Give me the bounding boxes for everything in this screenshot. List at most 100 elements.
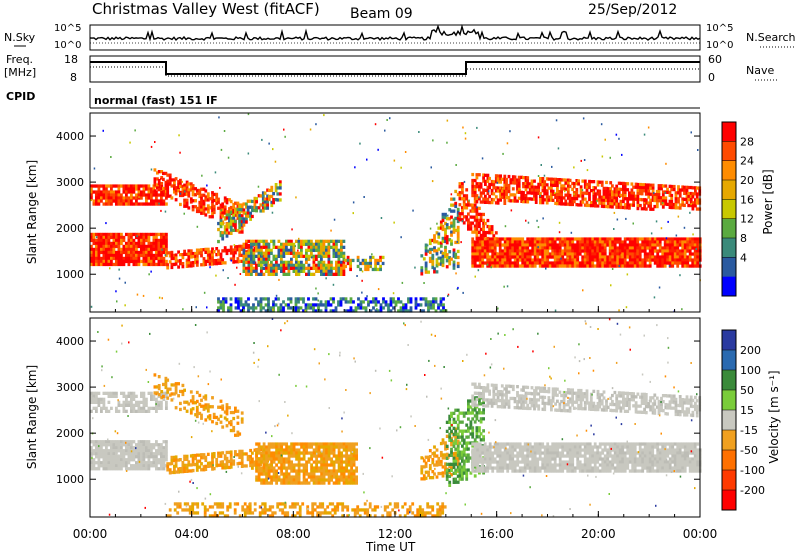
heatmap-cell bbox=[550, 198, 553, 202]
heatmap-cell bbox=[277, 239, 281, 243]
heatmap-cell bbox=[320, 257, 323, 261]
heatmap-cell bbox=[394, 300, 398, 304]
heatmap-cell bbox=[310, 272, 313, 276]
heatmap-cell bbox=[685, 191, 689, 195]
heatmap-cell bbox=[490, 179, 494, 184]
heatmap-cell bbox=[611, 184, 614, 188]
heatmap-cell bbox=[528, 252, 532, 256]
heatmap-cell bbox=[503, 198, 507, 202]
heatmap-cell bbox=[643, 246, 647, 250]
heatmap-cell bbox=[632, 185, 635, 189]
heatmap-cell bbox=[628, 197, 631, 201]
heatmap-cell bbox=[110, 440, 113, 444]
heatmap-cell bbox=[625, 217, 627, 220]
heatmap-cell bbox=[335, 266, 338, 270]
heatmap-cell bbox=[435, 264, 439, 268]
cpid-value: normal (fast) 151 IF bbox=[94, 94, 218, 107]
heatmap-cell bbox=[100, 238, 103, 243]
heatmap-cell bbox=[305, 463, 308, 467]
heatmap-cell bbox=[566, 237, 570, 241]
heatmap-cell bbox=[279, 303, 283, 307]
heatmap-cell bbox=[275, 294, 278, 297]
heatmap-cell bbox=[272, 303, 275, 307]
heatmap-cell bbox=[242, 217, 246, 221]
heatmap-cell bbox=[320, 454, 323, 458]
heatmap-cell bbox=[315, 266, 318, 270]
heatmap-cell bbox=[157, 188, 161, 192]
heatmap-cell bbox=[568, 193, 572, 198]
heatmap-cell bbox=[145, 262, 148, 267]
heatmap-cell bbox=[217, 261, 220, 265]
heatmap-cell bbox=[366, 261, 370, 266]
heatmap-cell bbox=[571, 258, 575, 262]
heatmap-cell bbox=[551, 240, 555, 244]
heatmap-cell bbox=[189, 261, 193, 265]
heatmap-cell bbox=[230, 259, 232, 262]
heatmap-cell bbox=[187, 255, 191, 259]
heatmap-cell bbox=[636, 240, 640, 244]
heatmap-cell bbox=[696, 255, 700, 259]
heatmap-cell bbox=[200, 208, 203, 212]
heatmap-cell bbox=[228, 406, 231, 410]
heatmap-cell bbox=[158, 296, 161, 299]
heatmap-cell bbox=[257, 448, 261, 452]
heatmap-cell bbox=[312, 248, 316, 252]
heatmap-cell bbox=[606, 193, 610, 197]
heatmap-cell bbox=[229, 459, 233, 463]
heatmap-cell bbox=[274, 160, 277, 163]
heatmap-cell bbox=[127, 455, 131, 459]
heatmap-cell bbox=[330, 445, 333, 449]
heatmap-cell bbox=[315, 454, 318, 458]
heatmap-cell bbox=[130, 187, 133, 191]
heatmap-cell bbox=[181, 392, 185, 397]
heatmap-cell bbox=[102, 400, 106, 404]
heatmap-cell bbox=[498, 255, 502, 259]
heatmap-cell bbox=[222, 306, 225, 310]
heatmap-cell bbox=[211, 458, 214, 462]
heatmap-cell bbox=[147, 446, 151, 450]
heatmap-cell bbox=[160, 199, 163, 203]
heatmap-cell bbox=[198, 209, 202, 214]
heatmap-cell bbox=[400, 236, 402, 239]
heatmap-cell bbox=[320, 475, 323, 479]
heatmap-cell bbox=[135, 409, 138, 413]
heatmap-cell bbox=[643, 237, 647, 241]
heatmap-cell bbox=[315, 442, 318, 446]
heatmap-cell bbox=[102, 129, 104, 132]
heatmap-cell bbox=[371, 253, 373, 256]
heatmap-cell bbox=[592, 180, 596, 184]
heatmap-cell bbox=[651, 195, 655, 199]
heatmap-cell bbox=[558, 193, 562, 197]
heatmap-cell bbox=[528, 237, 532, 241]
heatmap-cell bbox=[494, 201, 498, 205]
heatmap-cell bbox=[117, 458, 121, 462]
heatmap-cell bbox=[185, 189, 189, 193]
heatmap-cell bbox=[579, 185, 583, 189]
heatmap-cell bbox=[357, 306, 360, 310]
heatmap-cell bbox=[553, 243, 557, 247]
heatmap-cell bbox=[630, 194, 634, 198]
heatmap-cell bbox=[317, 263, 321, 267]
heatmap-cell bbox=[90, 250, 93, 255]
heatmap-cell bbox=[164, 171, 168, 176]
heatmap-cell bbox=[508, 249, 512, 253]
heatmap-cell bbox=[488, 240, 492, 244]
heatmap-cell bbox=[458, 212, 462, 216]
heatmap-cell bbox=[639, 185, 642, 190]
heatmap-cell bbox=[596, 255, 600, 259]
heatmap-cell bbox=[633, 255, 637, 259]
heatmap-cell bbox=[135, 241, 138, 246]
heatmap-cell bbox=[655, 192, 659, 197]
heatmap-cell bbox=[568, 246, 572, 250]
heatmap-cell bbox=[187, 258, 191, 262]
heatmap-cell bbox=[626, 182, 630, 186]
heatmap-cell bbox=[450, 203, 453, 207]
heatmap-cell bbox=[445, 238, 449, 242]
heatmap-cell bbox=[100, 443, 103, 447]
heatmap-cell bbox=[90, 232, 93, 237]
heatmap-cell bbox=[689, 197, 693, 202]
heatmap-cell bbox=[174, 259, 178, 263]
heatmap-cell bbox=[275, 469, 278, 473]
heatmap-cell bbox=[195, 260, 199, 264]
heatmap-cell bbox=[588, 240, 592, 244]
